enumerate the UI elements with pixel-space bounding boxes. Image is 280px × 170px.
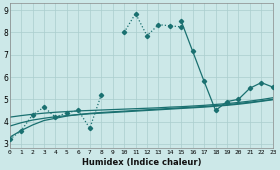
X-axis label: Humidex (Indice chaleur): Humidex (Indice chaleur) [81,158,201,167]
